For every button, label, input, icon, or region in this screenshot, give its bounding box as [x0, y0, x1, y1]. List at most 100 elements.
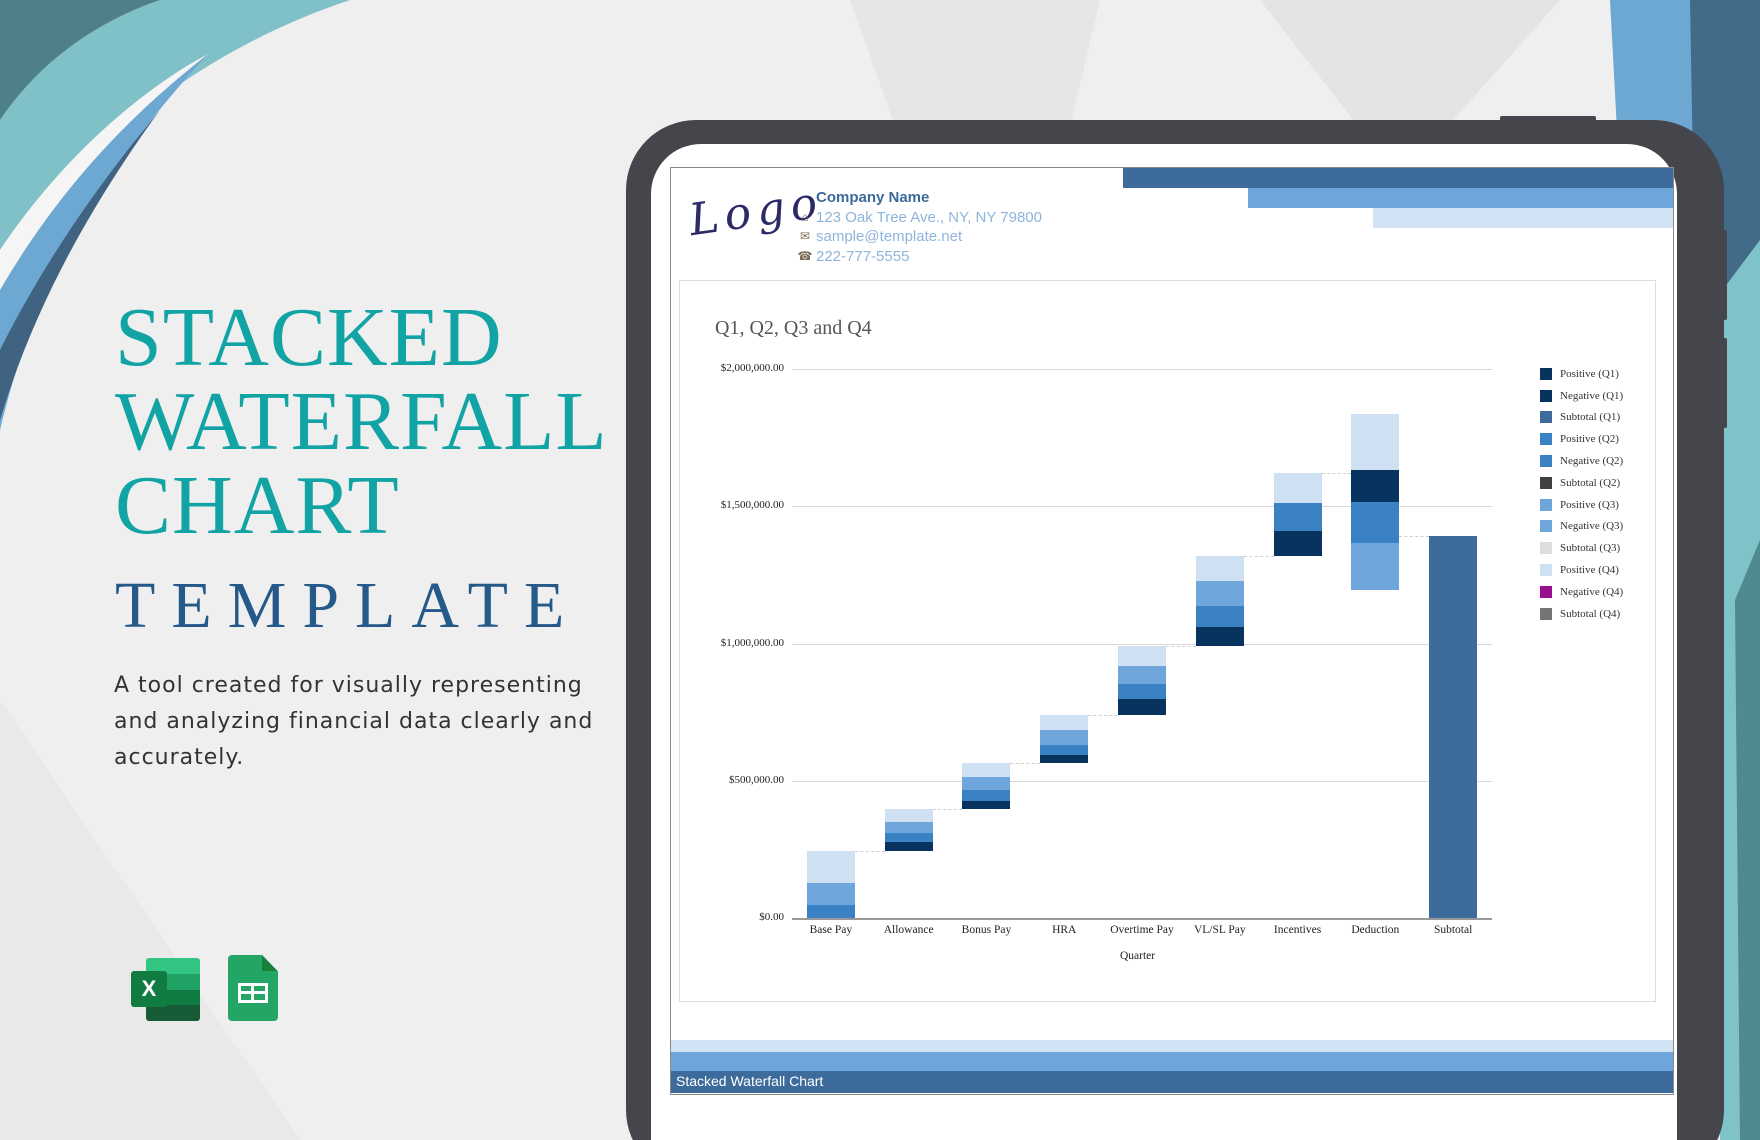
chart-legend: Positive (Q1) Negative (Q1) Subtotal (Q1) P…	[1540, 363, 1623, 625]
company-email[interactable]: sample@template.net	[816, 228, 963, 245]
waterfall-bar[interactable]	[806, 851, 855, 918]
tablet-top-button	[1500, 116, 1596, 122]
legend-swatch	[1540, 411, 1552, 424]
legend-item[interactable]: Subtotal (Q4)	[1540, 603, 1623, 625]
bar-segment-q2	[884, 832, 933, 842]
legend-label: Positive (Q3)	[1560, 498, 1619, 511]
bar-segment-q1	[962, 801, 1011, 809]
bar-segment-q1	[1040, 755, 1089, 764]
x-tick-label: Base Pay	[809, 924, 853, 936]
bar-segment-q4	[1195, 555, 1244, 581]
gridline	[792, 643, 1492, 645]
bar-segment-q3	[962, 777, 1011, 791]
bar-segment-q2	[1195, 605, 1244, 628]
hero-subtitle: TEMPLATE	[115, 569, 581, 642]
bar-segment-q3	[1040, 730, 1089, 746]
bar-segment-q2	[1040, 745, 1089, 756]
hero-title-line-1: STACKED	[115, 291, 503, 384]
legend-label: Subtotal (Q2)	[1560, 476, 1621, 489]
bar-segment-q2	[1118, 684, 1166, 700]
bar-segment-subtotal	[1429, 535, 1478, 918]
legend-swatch	[1540, 585, 1552, 598]
legend-item[interactable]: Positive (Q1)	[1540, 363, 1623, 385]
bar-segment-q2	[962, 790, 1011, 802]
y-tick-label: $2,000,000.00	[720, 362, 784, 374]
waterfall-bar[interactable]	[1273, 473, 1322, 556]
footer-title: Stacked Waterfall Chart	[676, 1073, 824, 1089]
x-tick-label: Subtotal	[1433, 924, 1473, 936]
legend-label: Negative (Q1)	[1560, 389, 1624, 402]
gridline	[792, 780, 1492, 782]
bar-segment-q4	[1040, 715, 1089, 731]
company-address: 123 Oak Tree Ave., NY, NY 79800	[816, 208, 1042, 226]
bar-segment-q4	[1118, 645, 1166, 667]
waterfall-bar[interactable]	[1195, 555, 1244, 646]
legend-label: Positive (Q2)	[1560, 433, 1619, 446]
footer-bar-dark: Stacked Waterfall Chart	[671, 1071, 1673, 1093]
company-info: Company Name ⌂ 123 Oak Tree Ave., NY, NY …	[798, 188, 1042, 266]
legend-label: Negative (Q2)	[1560, 455, 1624, 468]
excel-icon[interactable]: X	[131, 955, 200, 1021]
legend-item[interactable]: Subtotal (Q3)	[1540, 537, 1623, 559]
legend-label: Subtotal (Q3)	[1560, 542, 1621, 555]
x-tick-label: Deduction	[1351, 924, 1400, 936]
connector-line	[1166, 645, 1196, 647]
company-name: Company Name	[816, 189, 930, 206]
legend-label: Subtotal (Q4)	[1560, 607, 1621, 620]
bar-segment-q1	[1118, 699, 1166, 716]
x-tick-label: Bonus Pay	[961, 924, 1012, 936]
tablet-side-button	[1722, 230, 1727, 320]
legend-item[interactable]: Positive (Q2)	[1540, 428, 1623, 450]
company-phone: 222-777-5555	[816, 247, 910, 265]
legend-item[interactable]: Negative (Q4)	[1540, 581, 1623, 603]
y-tick-label: $0.00	[759, 911, 784, 923]
bar-segment-q3	[1351, 543, 1400, 590]
hero-title-line-2: WATERFALL	[115, 375, 608, 468]
chart-container[interactable]: Q1, Q2, Q3 and Q4 $0.00 $500,000.00 $1,000…	[679, 280, 1656, 1002]
waterfall-bar[interactable]	[884, 809, 933, 851]
legend-label: Negative (Q4)	[1560, 585, 1624, 598]
legend-item[interactable]: Positive (Q3)	[1540, 494, 1623, 516]
legend-item[interactable]: Negative (Q1)	[1540, 385, 1623, 407]
bar-segment-q1	[884, 841, 933, 851]
bar-segment-q2	[1273, 502, 1322, 531]
legend-item[interactable]: Subtotal (Q1)	[1540, 407, 1623, 429]
legend-item[interactable]: Negative (Q2)	[1540, 450, 1623, 472]
waterfall-bar[interactable]	[1429, 535, 1478, 918]
legend-swatch	[1540, 455, 1552, 468]
app-icons: X	[131, 955, 278, 1021]
waterfall-bar[interactable]	[962, 763, 1011, 809]
legend-swatch	[1540, 564, 1552, 577]
bar-segment-q4	[884, 809, 933, 822]
legend-item[interactable]: Positive (Q4)	[1540, 559, 1623, 581]
legend-item[interactable]: Subtotal (Q2)	[1540, 472, 1623, 494]
legend-swatch	[1540, 607, 1552, 620]
waterfall-bar[interactable]	[1118, 645, 1166, 716]
google-sheets-icon[interactable]	[228, 955, 278, 1021]
legend-label: Positive (Q1)	[1560, 367, 1619, 380]
bar-segment-q3	[1195, 580, 1244, 606]
waterfall-bar[interactable]	[1040, 715, 1089, 764]
hero-description: A tool created for visually representing…	[114, 673, 594, 770]
connector-line	[854, 851, 885, 853]
spreadsheet-document: Logo Company Name ⌂ 123 Oak Tree Ave., NY…	[670, 167, 1674, 1095]
waterfall-bar[interactable]	[1351, 414, 1400, 590]
bar-segment-q2	[806, 905, 855, 918]
bar-segment-q4	[806, 851, 855, 884]
connector-line	[1399, 535, 1430, 537]
bar-segment-q3	[1118, 666, 1166, 685]
legend-item[interactable]: Negative (Q3)	[1540, 516, 1623, 538]
y-tick-label: $500,000.00	[729, 773, 784, 786]
legend-swatch	[1540, 498, 1552, 511]
legend-label: Positive (Q4)	[1560, 564, 1619, 577]
connector-line	[1243, 555, 1274, 557]
bar-segment-q1	[1273, 530, 1322, 556]
bar-segment-q1	[1195, 627, 1244, 646]
bar-segment-q3	[806, 883, 855, 906]
legend-swatch	[1540, 367, 1552, 380]
bar-segment-q2	[1351, 502, 1400, 544]
legend-label: Negative (Q3)	[1560, 520, 1624, 533]
legend-swatch	[1540, 476, 1552, 489]
connector-line	[1088, 715, 1118, 717]
header-bar-dark	[1123, 168, 1673, 188]
